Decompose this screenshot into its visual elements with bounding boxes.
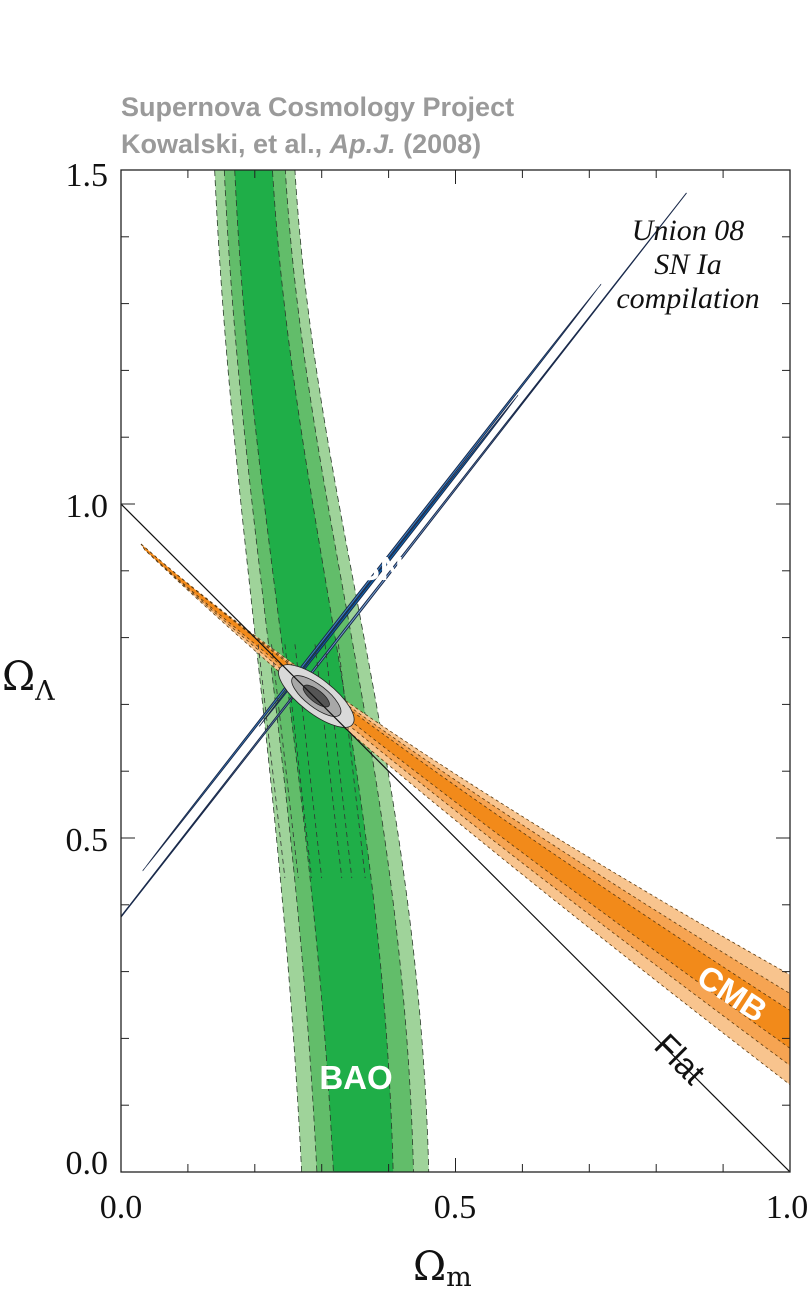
y-axis-label: ΩΛ [2,654,55,707]
axis-ticks [120,169,791,1173]
plot-area [121,170,790,1172]
ytick-label-0.0: 0.0 [66,1145,109,1182]
xtick-label-0.5: 0.5 [434,1189,477,1226]
bao-contours [214,170,430,1172]
sne-contours [121,192,688,1016]
ytick-label-1.0: 1.0 [66,488,109,525]
annotation-line1: Union 08 [632,214,745,247]
sne-label: SNe [358,550,422,587]
annotation-line2: SN Ia [654,248,722,281]
flat-universe-line [121,503,790,1172]
header-authors: Kowalski, et al., [121,129,330,159]
flat-label: Flat [648,1026,713,1091]
xtick-label-0.0: 0.0 [100,1189,143,1226]
header-journal: Ap.J. [329,129,396,159]
annotation-line3: compilation [616,282,759,315]
sne-contour-inner [258,394,519,728]
x-axis-label: Ωm [413,1244,472,1293]
header-line1: Supernova Cosmology Project [121,92,514,122]
sne-contour-outer [121,192,688,1016]
header-line2: Kowalski, et al., Ap.J. (2008) [121,129,481,159]
overlay-dash-0 [257,644,286,879]
xtick-label-1.0: 1.0 [766,1189,809,1226]
cmb-contours [140,543,790,1086]
plot-frame [120,169,791,1173]
sne-contour-middle [142,283,602,872]
ytick-label-0.5: 0.5 [66,822,109,859]
overlay-dash-1 [271,644,299,879]
overlay-dash-5 [324,644,353,879]
header-year: (2008) [396,129,482,159]
ytick-label-1.5: 1.5 [66,157,109,194]
overlay-dash-6 [338,644,366,879]
bao-label: BAO [319,1059,392,1096]
